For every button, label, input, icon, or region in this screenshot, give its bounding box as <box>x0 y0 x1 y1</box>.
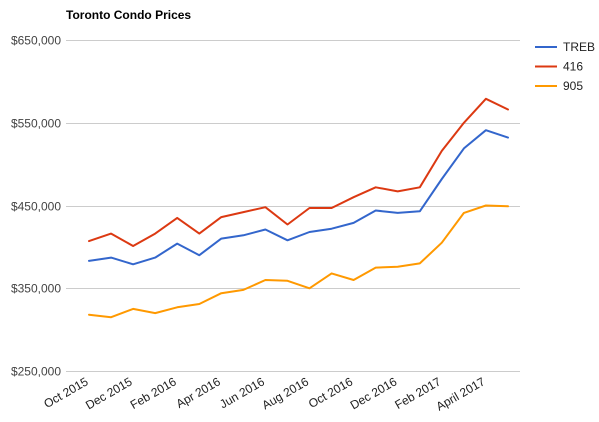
legend-label-905: 905 <box>563 79 583 93</box>
x-tick-label: Dec 2015 <box>83 374 135 412</box>
x-tick-label: Dec 2016 <box>348 374 400 412</box>
y-tick-label: $250,000 <box>11 365 61 379</box>
series-line-treb <box>88 129 509 266</box>
x-tick-label: Jun 2016 <box>217 374 267 411</box>
legend: TREB 416 905 <box>535 40 595 93</box>
y-tick-label: $650,000 <box>11 34 61 48</box>
series-line-905 <box>88 204 509 319</box>
y-axis-tick-labels: $250,000 $350,000 $450,000 $550,000 $650,000 <box>11 34 61 379</box>
x-tick-label: Oct 2016 <box>306 374 355 411</box>
gridlines <box>66 40 520 372</box>
y-tick-label: $350,000 <box>11 282 61 296</box>
y-tick-label: $550,000 <box>11 117 61 131</box>
x-tick-label: April 2017 <box>434 374 488 413</box>
series-lines <box>88 97 509 319</box>
x-tick-label: Apr 2016 <box>174 374 223 411</box>
legend-label-treb: TREB <box>563 40 595 54</box>
chart-title: Toronto Condo Prices <box>66 8 191 22</box>
y-tick-label: $450,000 <box>11 200 61 214</box>
legend-label-416: 416 <box>563 60 583 74</box>
x-tick-label: Oct 2015 <box>41 374 90 411</box>
x-tick-label: Feb 2016 <box>128 374 179 412</box>
series-line-416 <box>88 97 509 247</box>
x-tick-label: Aug 2016 <box>260 374 312 412</box>
